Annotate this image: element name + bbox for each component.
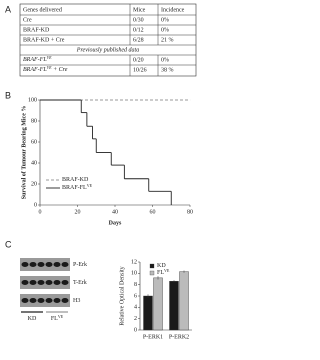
blot-band [53,280,61,285]
bar [179,271,189,331]
bar [153,277,163,331]
blot-band [21,298,29,303]
text-part: FL [157,270,164,276]
blot-band [37,262,45,267]
y-tick-label: 2 [134,316,137,322]
legend-label: KD [157,263,166,269]
table-section: Previously published data [76,47,139,53]
table-cell: 0% [161,17,169,23]
table-header: Mice [133,7,146,13]
blot-label: H3 [73,298,80,304]
panel-label: C [5,239,12,249]
y-axis-title: Survival of Tumour Bearing Mice % [21,106,27,200]
blot-band [45,262,53,267]
x-tick-label: 60 [150,209,156,215]
figure: A B C Genes delivered Mice Incidence Cre 0/3… [5,3,197,340]
y-tick-label: 4 [134,305,137,311]
blot-label: T-Erk [73,280,87,286]
table-cell: BRAF-KD + Cre [23,37,65,43]
x-tick-label: 0 [39,209,42,215]
text-part: KD [157,263,166,269]
blot-band [61,262,69,267]
legend-label: BRAF-FLVE [62,183,93,191]
blot-band [29,262,37,267]
bar [143,295,153,331]
table-cell: BRAF-FLVE + Cre [23,65,68,73]
x-tick-label: P-ERK2 [169,334,189,340]
superscript: VE [47,65,52,70]
y-tick-label: 60 [31,139,37,145]
table-header: Genes delivered [23,7,62,13]
legend-label: BRAF-KD [62,177,89,183]
table-cell: 21 % [161,37,174,43]
blot-band [45,298,53,303]
blot-band [37,298,45,303]
bar [169,281,179,331]
blot-band [53,298,61,303]
y-axis-title: Relative Optical Density [119,266,125,325]
x-tick-label: 40 [112,209,118,215]
table-cell: BRAF-KD [23,27,50,33]
blot-band [29,298,37,303]
table-cell: 0% [161,27,169,33]
x-tick-label: 80 [187,209,193,215]
blot-strip [20,258,70,271]
blot-band [45,280,53,285]
legend-swatch [149,270,155,276]
table-cell: 0/20 [133,57,144,63]
y-tick-label: 12 [131,259,137,265]
legend-swatch [149,263,155,269]
blot-band [61,280,69,285]
superscript: VE [164,268,170,273]
x-tick-label: P-ERK1 [143,334,163,340]
y-tick-label: 20 [31,181,37,187]
text-part: BRAF-KD [62,177,89,183]
y-tick-label: 100 [28,97,37,103]
blot-band [53,262,61,267]
table-cell: 0/30 [133,17,144,23]
text-part: BRAF-FL [23,57,47,63]
blot-band [37,280,45,285]
table-header: Incidence [161,7,185,13]
text-part: BRAF-FL [62,185,87,191]
y-tick-label: 40 [31,160,37,166]
table-cell: 38 % [161,67,174,73]
blot-strip [20,276,70,289]
panel-label: B [5,90,11,100]
table-cell: Cre [23,17,32,23]
blot-band [61,298,69,303]
y-tick-label: 0 [34,202,37,208]
blot-band [21,280,29,285]
blot-label: P-Erk [73,262,87,268]
superscript: VE [87,183,93,188]
table-cell: 10/26 [133,67,147,73]
panel-label: A [5,4,11,14]
y-tick-label: 6 [134,293,137,299]
blot-strip [20,294,70,307]
superscript: VE [47,55,52,60]
table-cell: 6/28 [133,37,144,43]
y-tick-label: 10 [131,271,137,277]
text-part: + Cre [52,67,68,73]
lane-label: KD [28,316,37,322]
table-cell: 0% [161,57,169,63]
x-tick-label: 20 [75,209,81,215]
superscript: VE [58,314,64,319]
x-axis-title: Days [109,220,122,226]
y-tick-label: 8 [134,282,137,288]
text-part: FL [51,316,58,322]
text-part: KD [28,316,37,322]
blot-band [21,262,29,267]
table-border [19,3,197,77]
blot-band [29,280,37,285]
y-tick-label: 80 [31,118,37,124]
text-part: BRAF-FL [23,67,47,73]
legend-label: FLVE [157,268,170,276]
y-tick-label: 0 [134,327,137,333]
table-cell: BRAF-FLVE [23,55,52,63]
table-cell: 0/12 [133,27,144,33]
lane-label: FLVE [51,314,64,322]
